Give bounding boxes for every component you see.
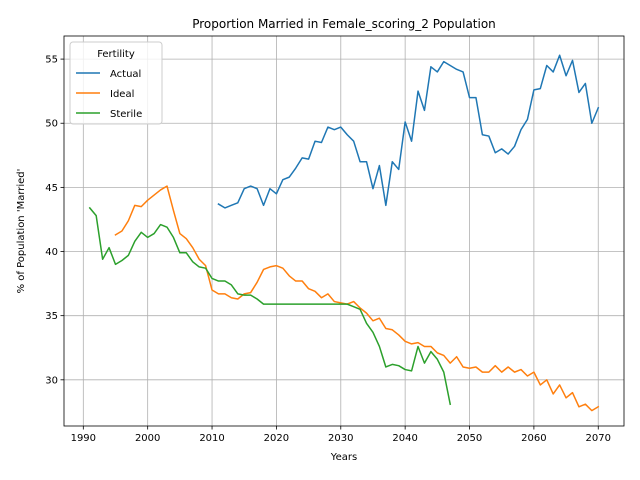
y-tick-label: 35 (45, 311, 58, 322)
x-tick-label: 1990 (71, 433, 96, 444)
y-tick-label: 30 (45, 375, 58, 386)
y-tick-label: 45 (45, 183, 58, 194)
y-tick-label: 50 (45, 119, 58, 130)
series-lines (88, 54, 600, 412)
y-tick-label: 55 (45, 55, 58, 66)
legend-label-sterile: Sterile (110, 109, 142, 120)
x-tick-label: 2070 (586, 433, 611, 444)
x-tick-label: 2010 (199, 433, 224, 444)
series-line-sterile (88, 206, 452, 406)
legend-label-ideal: Ideal (110, 89, 134, 100)
plot-frame (63, 35, 625, 427)
x-tick-label: 2040 (392, 433, 417, 444)
legend-items: Actual Ideal Sterile (76, 69, 142, 120)
legend-title: Fertility (97, 49, 135, 60)
grid-lines (64, 36, 624, 426)
x-tick-label: 2060 (521, 433, 546, 444)
legend: Fertility Actual Ideal Sterile (69, 41, 163, 125)
series-line-actual (217, 54, 600, 209)
axis-ticks: 1990 2000 2010 2020 2030 2040 2050 2060 2070 30 35… (45, 55, 611, 444)
chart-title: Proportion Married in Female_scoring_2 P… (192, 17, 496, 31)
y-tick-label: 40 (45, 247, 58, 258)
legend-label-actual: Actual (110, 69, 141, 80)
x-tick-label: 2000 (135, 433, 160, 444)
x-axis-label: Years (330, 452, 357, 463)
x-tick-label: 2050 (457, 433, 482, 444)
legend-box (69, 41, 163, 125)
x-tick-label: 2030 (328, 433, 353, 444)
y-axis-label: % of Population 'Married' (16, 169, 27, 294)
series-line-ideal (114, 185, 600, 412)
x-tick-label: 2020 (264, 433, 289, 444)
